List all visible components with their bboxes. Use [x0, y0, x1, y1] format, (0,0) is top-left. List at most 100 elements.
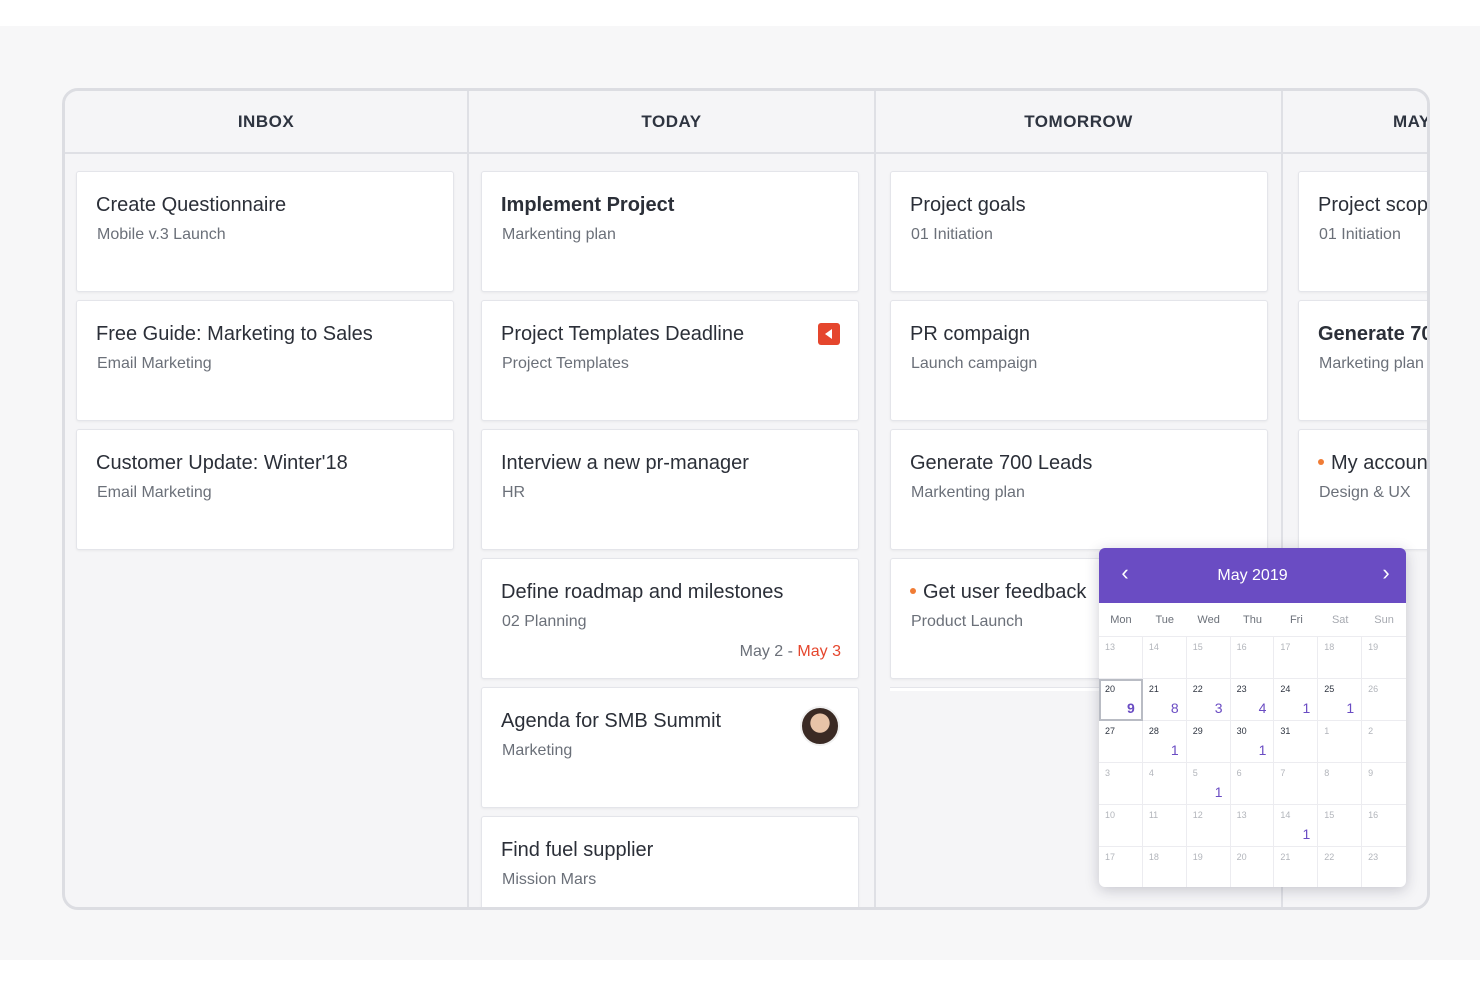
card-project: Launch campaign: [911, 355, 1038, 372]
task-card[interactable]: Project scope 01 Initiation: [1298, 171, 1427, 292]
calendar-day-cell[interactable]: 15: [1318, 805, 1363, 847]
calendar-day-cell[interactable]: 24 1: [1274, 679, 1319, 721]
column-header: INBOX: [65, 91, 467, 154]
calendar-day-cell[interactable]: 15: [1186, 637, 1231, 679]
calendar-day-cell[interactable]: 26: [1362, 679, 1406, 721]
task-card[interactable]: Project Templates Deadline Project Templ…: [481, 300, 859, 421]
calendar-day-number: 25: [1324, 684, 1335, 694]
calendar-day-number: 3: [1105, 768, 1111, 778]
calendar-day-cell[interactable]: 18: [1318, 637, 1363, 679]
calendar-day-cell[interactable]: 23 4: [1230, 679, 1275, 721]
task-card[interactable]: Generate 700 Leads Marketing plan: [1298, 300, 1427, 421]
calendar-day-cell[interactable]: 13: [1099, 637, 1143, 679]
calendar-day-cell[interactable]: 6: [1230, 763, 1275, 805]
calendar-day-number: 20: [1236, 852, 1247, 862]
calendar-day-number: 1: [1324, 726, 1330, 736]
task-card[interactable]: My account Design & UX: [1298, 429, 1430, 550]
calendar-day-cell[interactable]: 10: [1099, 805, 1143, 847]
status-dot: [1318, 458, 1324, 465]
weekday-label: Fri: [1289, 613, 1303, 626]
calendar-day-cell[interactable]: 16: [1230, 637, 1275, 679]
card-title: Find fuel supplier: [501, 839, 654, 861]
card-project: Markenting plan: [911, 484, 1025, 501]
task-card[interactable]: Implement Project Markenting plan: [481, 171, 859, 292]
card-project: Product Launch: [911, 613, 1024, 630]
calendar-day-cell[interactable]: 20 9: [1099, 679, 1143, 721]
task-card[interactable]: Generate 700 Leads Markenting plan: [890, 429, 1268, 550]
weekday-label: Tue: [1155, 613, 1175, 626]
calendar-day-number: 17: [1280, 642, 1291, 652]
calendar-day-number: 18: [1148, 852, 1159, 862]
calendar-day-cell[interactable]: 25 1: [1318, 679, 1363, 721]
calendar-task-count: 1: [1258, 742, 1267, 758]
calendar-day-cell[interactable]: 29: [1186, 721, 1231, 763]
card-project: Email Marketing: [97, 484, 212, 501]
task-card[interactable]: Project goals 01 Initiation: [890, 171, 1268, 292]
chevron-right-icon[interactable]: ›: [1382, 560, 1390, 585]
task-card[interactable]: Define roadmap and milestones 02 Plannin…: [481, 558, 859, 679]
calendar-day-number: 17: [1105, 852, 1116, 862]
card-title: Interview a new pr-manager: [501, 452, 749, 474]
calendar-day-cell[interactable]: 30 1: [1230, 721, 1275, 763]
calendar-day-cell[interactable]: 2: [1362, 721, 1406, 763]
calendar-day-cell[interactable]: 18: [1143, 847, 1187, 887]
column-may: MAY Project scope 01 Initiation Generate…: [1283, 91, 1430, 907]
calendar-day-cell[interactable]: 17: [1099, 847, 1143, 887]
task-card[interactable]: Agenda for SMB Summit Marketing: [481, 687, 859, 808]
calendar-day-cell[interactable]: 19: [1187, 847, 1231, 887]
calendar-day-cell[interactable]: 27: [1099, 721, 1143, 763]
weekday-label: Sat: [1331, 613, 1349, 626]
calendar-month-label: May 2019: [1217, 566, 1288, 584]
calendar-task-count: 3: [1214, 700, 1223, 716]
task-card[interactable]: Customer Update: Winter'18 Email Marketi…: [76, 429, 454, 550]
weekday-label: Mon: [1110, 613, 1132, 626]
task-card[interactable]: Create Questionnaire Mobile v.3 Launch: [76, 171, 454, 292]
calendar-day-number: 15: [1324, 810, 1335, 820]
calendar-task-count: 9: [1127, 700, 1135, 716]
calendar-day-cell[interactable]: 4: [1142, 763, 1187, 805]
card-title: Customer Update: Winter'18: [96, 452, 348, 474]
priority-flag-icon[interactable]: [818, 323, 840, 345]
task-card[interactable]: Free Guide: Marketing to Sales Email Mar…: [76, 300, 454, 421]
card-title-text: My account: [1331, 452, 1430, 474]
calendar-day-cell[interactable]: 1: [1318, 721, 1363, 763]
task-card[interactable]: Find fuel supplier Mission Mars: [481, 816, 859, 907]
calendar-day-number: 14: [1280, 810, 1291, 820]
chevron-left-icon[interactable]: ‹: [1121, 560, 1129, 585]
card-project: 02 Planning: [502, 613, 587, 630]
calendar-day-cell[interactable]: 7: [1274, 763, 1319, 805]
task-card[interactable]: PR compaign Launch campaign: [890, 300, 1268, 421]
calendar-day-number: 10: [1105, 810, 1116, 820]
calendar-day-cell[interactable]: 13: [1230, 805, 1275, 847]
calendar-day-cell[interactable]: 14: [1142, 637, 1187, 679]
card-title: Project goals: [910, 194, 1026, 216]
calendar-day-cell[interactable]: 23: [1362, 847, 1406, 887]
column-tomorrow: TOMORROW Project goals 01 Initiation PR …: [876, 91, 1283, 907]
assignee-avatar[interactable]: [800, 706, 840, 746]
calendar-day-number: 14: [1148, 642, 1159, 652]
calendar-day-cell[interactable]: 28 1: [1142, 721, 1187, 763]
calendar-day-cell[interactable]: 20: [1231, 847, 1275, 887]
calendar-day-cell[interactable]: 16: [1362, 805, 1406, 847]
calendar-day-cell[interactable]: 8: [1318, 763, 1363, 805]
task-card[interactable]: Interview a new pr-manager HR: [481, 429, 859, 550]
card-date-range: May 2 - May 3: [740, 643, 841, 661]
calendar-day-number: 23: [1236, 684, 1247, 694]
calendar-day-cell[interactable]: 22: [1318, 847, 1363, 887]
calendar-day-cell[interactable]: 22 3: [1186, 679, 1231, 721]
calendar-day-number: 23: [1368, 852, 1379, 862]
calendar-day-cell[interactable]: 31: [1274, 721, 1319, 763]
calendar-day-cell[interactable]: 21 8: [1142, 679, 1187, 721]
calendar-day-cell[interactable]: 12: [1186, 805, 1231, 847]
calendar-day-cell[interactable]: 11: [1142, 805, 1187, 847]
calendar-day-cell[interactable]: 17: [1274, 637, 1319, 679]
card-project: Project Templates: [502, 355, 629, 372]
calendar-day-cell[interactable]: 19: [1362, 637, 1406, 679]
calendar-day-cell[interactable]: 9: [1362, 763, 1406, 805]
calendar-day-number: 27: [1105, 726, 1116, 736]
column-header: TOMORROW: [876, 91, 1281, 154]
calendar-day-cell[interactable]: 3: [1099, 763, 1143, 805]
calendar-day-cell[interactable]: 14 1: [1274, 805, 1319, 847]
calendar-day-cell[interactable]: 21: [1274, 847, 1319, 887]
